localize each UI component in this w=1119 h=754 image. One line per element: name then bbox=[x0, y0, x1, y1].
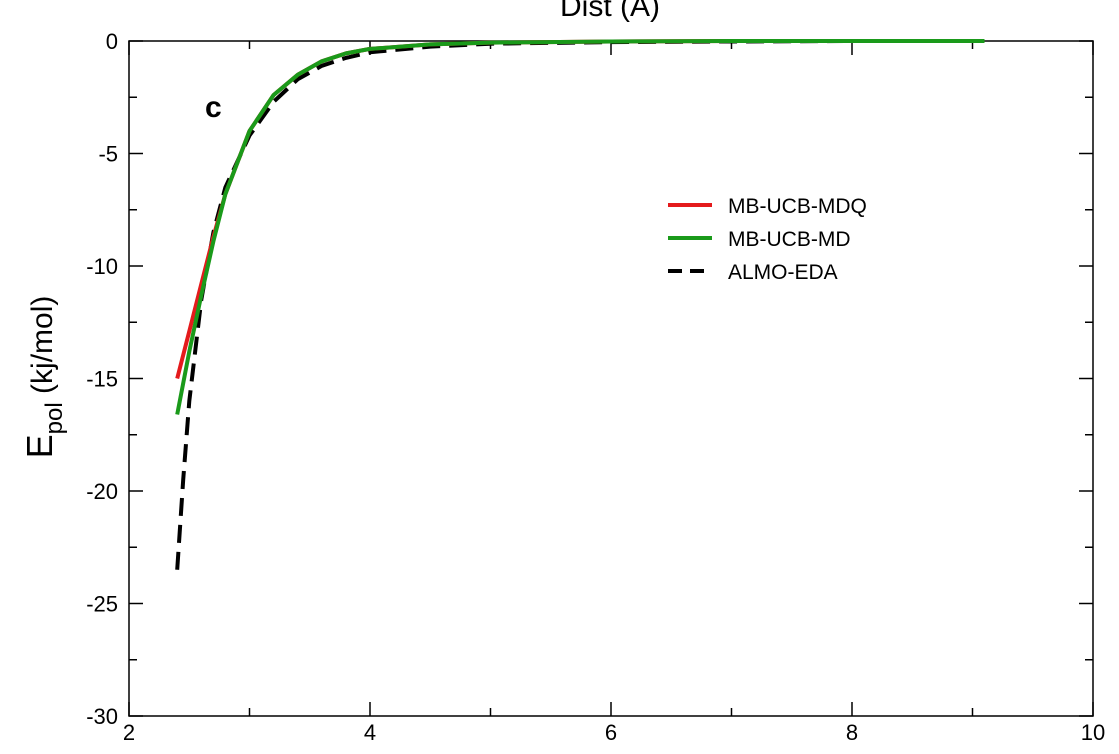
y-tick-label: -20 bbox=[86, 479, 118, 504]
x-tick-label: 2 bbox=[123, 720, 135, 745]
plot-frame bbox=[128, 40, 1094, 717]
x-tick-label: 4 bbox=[364, 720, 376, 745]
legend-label: ALMO-EDA bbox=[728, 261, 838, 284]
y-tick-label: -5 bbox=[98, 142, 118, 167]
series-lines bbox=[175, 39, 985, 570]
y-axis-title: Epol (kj/mol) bbox=[19, 296, 68, 459]
y-tick-label: -15 bbox=[86, 367, 118, 392]
axis-tick-labels: 2 4 6 8 10 0 -5 -10 -15 -20 -25 -30 bbox=[86, 29, 1105, 745]
y-tick-label: -25 bbox=[86, 592, 118, 617]
y-axis-title-main: E bbox=[19, 434, 60, 458]
legend: MB-UCB-MDQ MB-UCB-MD ALMO-EDA bbox=[668, 195, 867, 284]
x-tick-label: 8 bbox=[846, 720, 858, 745]
x-tick-label: 6 bbox=[605, 720, 617, 745]
y-axis-title-subscript: pol bbox=[41, 402, 68, 434]
series-line-almo-eda bbox=[175, 39, 985, 570]
panel-label: c bbox=[205, 91, 222, 124]
legend-label: MB-UCB-MDQ bbox=[728, 195, 867, 218]
series-line-mb-ucb-md bbox=[175, 39, 985, 415]
axis-ticks bbox=[128, 40, 1094, 717]
y-tick-label: 0 bbox=[106, 29, 118, 54]
x-tick-label: 10 bbox=[1081, 720, 1105, 745]
y-tick-label: -30 bbox=[86, 704, 118, 729]
legend-label: MB-UCB-MD bbox=[728, 228, 850, 251]
x-axis-title: Dist (A) bbox=[560, 0, 660, 23]
y-tick-label: -10 bbox=[86, 254, 118, 279]
y-axis-title-unit: (kj/mol) bbox=[26, 296, 59, 403]
